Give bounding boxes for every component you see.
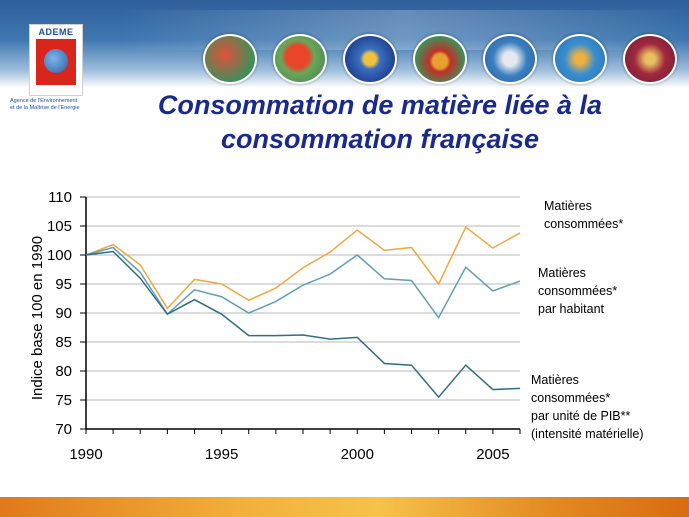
series-gdp-line — [85, 250, 521, 399]
logo-subtitle-line2: et de la Maîtrise de l'Energie — [10, 105, 80, 111]
series-total-line — [85, 225, 521, 310]
ademe-logo: ADEME — [29, 24, 83, 96]
y-axis-title: Indice base 100 en 1990 — [29, 236, 46, 400]
series-total-label: Matières — [544, 199, 592, 213]
slide-title: Consommation de matière liée à la consom… — [110, 88, 650, 156]
y-tick-label: 75 — [55, 392, 72, 409]
hammer-icon — [623, 34, 677, 84]
balloon-icon — [203, 34, 257, 84]
series-per-capita-line — [85, 246, 521, 320]
series-per-capita-label: consommées* — [538, 284, 617, 298]
waves-icon — [553, 34, 607, 84]
series-gdp-label: (intensité matérielle) — [531, 427, 644, 441]
y-tick-label: 95 — [55, 276, 72, 293]
footer-bar — [0, 497, 689, 517]
y-tick-label: 70 — [55, 421, 72, 438]
house-icon — [413, 34, 467, 84]
header-icon-row — [203, 34, 677, 84]
series-gdp-label: Matières — [531, 373, 579, 387]
y-tick-label: 90 — [55, 305, 72, 322]
y-tick-label: 85 — [55, 334, 72, 351]
x-tick-label: 1990 — [69, 446, 102, 463]
y-tick-label: 110 — [48, 189, 72, 206]
x-tick-label: 2005 — [476, 446, 509, 463]
x-tick-label: 1995 — [205, 446, 238, 463]
slide-title-line2: consommation française — [220, 124, 540, 154]
globe-icon — [44, 49, 68, 73]
slide-title-line1: Consommation de matière liée à la — [157, 90, 603, 120]
y-tick-label: 80 — [55, 363, 72, 380]
sun-globe-icon — [343, 34, 397, 84]
series-per-capita-label: par habitant — [538, 302, 605, 316]
logo-name: ADEME — [38, 27, 74, 37]
logo-subtitle: Agence de l'Environnement et de la Maîtr… — [10, 98, 120, 112]
series-gdp-label: par unité de PIB** — [531, 409, 631, 423]
x-tick-label: 2000 — [341, 446, 374, 463]
y-tick-label: 105 — [47, 218, 72, 235]
series-total-label: consommées* — [544, 217, 623, 231]
france-map-icon — [273, 34, 327, 84]
solar-panel-icon — [483, 34, 537, 84]
series-gdp-label: consommées* — [531, 391, 610, 405]
y-tick-label: 100 — [47, 247, 72, 264]
logo-subtitle-line1: Agence de l'Environnement — [10, 98, 78, 104]
series-per-capita-label: Matières — [538, 266, 586, 280]
